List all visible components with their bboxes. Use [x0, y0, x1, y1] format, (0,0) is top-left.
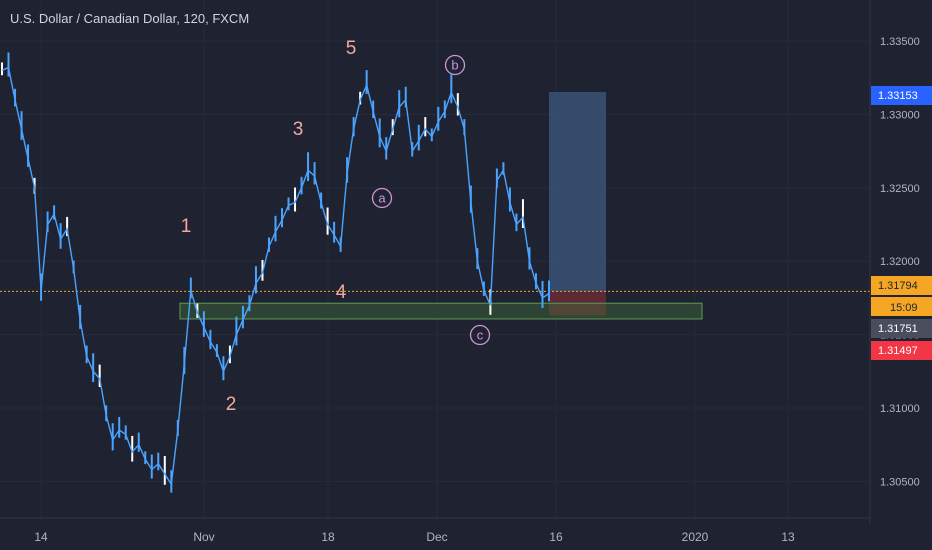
- y-tick-label: 1.33000: [880, 109, 920, 121]
- countdown-label: 15:09: [890, 302, 918, 314]
- countdown-tag: [871, 297, 932, 316]
- price-tag-entry: [871, 319, 932, 338]
- y-tick-label: 1.33500: [880, 36, 920, 48]
- support-zone: [179, 302, 703, 320]
- x-tick-label: 2020: [682, 530, 709, 544]
- price-series: [1, 52, 550, 493]
- wave-label-2: 2: [226, 394, 237, 415]
- grid-lines: [0, 0, 870, 518]
- y-tick-label: 1.32000: [880, 256, 920, 268]
- wave-label-3: 3: [293, 119, 304, 140]
- wave-label-5: 5: [346, 38, 357, 59]
- price-tag-current: [871, 276, 932, 295]
- x-tick-label: Dec: [426, 530, 447, 544]
- price-line: [1, 66, 550, 487]
- wave-circle-b: [444, 54, 466, 76]
- price-axis[interactable]: 1.335001.330001.325001.320001.315001.310…: [880, 36, 920, 488]
- chart-title: U.S. Dollar / Canadian Dollar, 120, FXCM: [10, 11, 250, 26]
- wave-circle-c: [469, 324, 491, 346]
- wave-label-b: b: [451, 58, 458, 73]
- wave-label-1: 1: [181, 216, 192, 237]
- price-tag-label-entry: 1.31751: [878, 323, 918, 335]
- x-tick-label: 18: [321, 530, 335, 544]
- price-tags: 1.33153 1.31794 1.31751 1.31497 15:09: [871, 86, 932, 360]
- price-tag-label-stop: 1.31497: [878, 345, 918, 357]
- x-tick-label: Nov: [193, 530, 214, 544]
- wave-annotations: 1 2 3 4 5 a b c: [181, 38, 491, 415]
- wave-label-c: c: [477, 328, 484, 343]
- time-axis[interactable]: 14 Nov 18 Dec 16 2020 13: [34, 530, 795, 544]
- price-tag-target: [871, 86, 932, 105]
- price-tag-label-target: 1.33153: [878, 90, 918, 102]
- x-tick-label: 13: [781, 530, 795, 544]
- target-zone: [549, 92, 606, 292]
- price-tag-label-current: 1.31794: [878, 280, 918, 292]
- wave-label-a: a: [378, 191, 386, 206]
- price-tag-stop: [871, 341, 932, 360]
- position-zones: [0, 92, 870, 320]
- y-tick-label: 1.30500: [880, 476, 920, 488]
- x-tick-label: 16: [549, 530, 563, 544]
- x-tick-label: 14: [34, 530, 48, 544]
- y-tick-label: 1.32500: [880, 183, 920, 195]
- wave-circle-a: [371, 187, 393, 209]
- wave-label-4: 4: [336, 282, 347, 303]
- y-tick-label: 1.31000: [880, 403, 920, 415]
